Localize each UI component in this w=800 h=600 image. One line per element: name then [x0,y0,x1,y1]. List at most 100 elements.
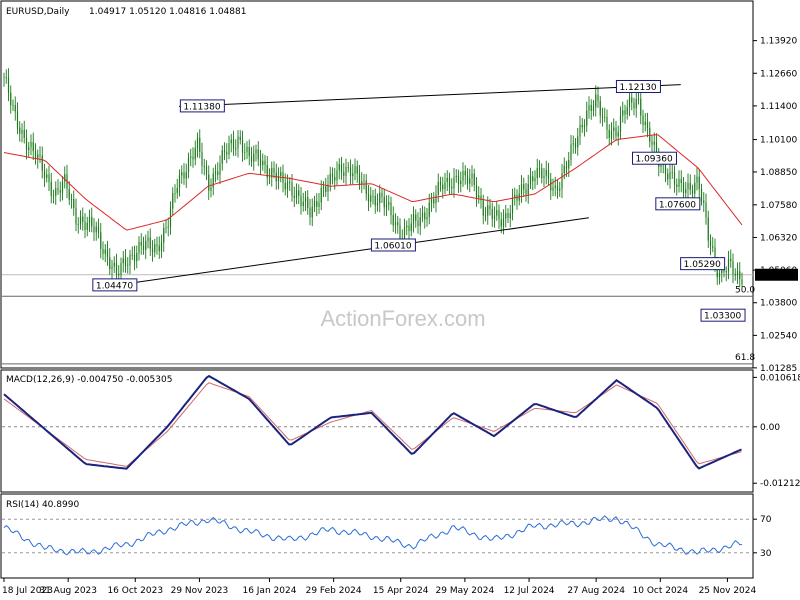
price-candle-body [732,260,734,274]
price-candle-body [408,225,410,232]
price-candle-body [410,223,412,232]
macd-main-line [3,374,742,470]
price-candle-body [480,195,482,201]
macd-signal-line [3,382,742,467]
price-annotation-label: 1.05290 [684,260,721,270]
price-candle-body [547,169,550,179]
price-candle-body [599,100,601,116]
price-candle-body [705,202,707,218]
price-candle-body [295,190,298,198]
price-candle-body [685,188,687,193]
price-candle-body [203,165,205,167]
price-candle-body [100,232,102,249]
price-candle-body [525,189,527,195]
price-candle-body [343,172,345,176]
price-candle-body [455,175,457,178]
price-candle-body [561,173,563,189]
price-candle-body [151,248,154,253]
price-candle-body [221,150,223,164]
price-candle-body [271,167,273,178]
price-candle-body [669,172,671,180]
price-candle-body [653,141,655,145]
price-candle-body [682,183,685,193]
price-candle-body [149,237,151,249]
price-annotation-label: 1.12130 [619,83,656,93]
price-annotation-box [631,151,677,165]
price-y-tick-label: 1.10100 [760,136,797,146]
x-tick-label: 12 Jul 2024 [504,586,555,596]
price-candle-body [307,197,309,209]
price-candle-body [734,273,736,276]
price-candle-body [691,189,694,194]
price-candle-body [687,182,689,189]
price-candle-body [595,94,597,108]
price-candle-body [392,215,394,226]
price-candle-body [19,127,21,134]
price-y-tick-label: 1.06320 [760,233,797,243]
rsi-title: RSI(14) 40.8990 [6,500,79,510]
price-candle-body [507,213,509,218]
price-candle-body [363,180,365,182]
price-candle-body [534,178,536,182]
price-candle-body [16,111,19,128]
price-candle-body [552,187,554,191]
price-candle-body [394,222,397,226]
price-y-tick-label: 1.03800 [760,299,797,309]
price-candle-body [142,245,145,251]
rsi-line [3,515,743,556]
price-candle-body [646,121,649,128]
price-y-tick-label: 1.07580 [760,201,797,211]
price-candle-body [568,159,570,169]
price-candle-body [214,171,217,174]
price-candle-body [559,188,561,191]
price-candle-body [192,156,194,160]
price-candle-body [352,173,354,177]
price-candle-body [372,195,374,197]
price-annotation-label: 1.09360 [635,155,672,165]
price-candle-body [50,181,52,196]
price-candle-body [388,202,390,205]
price-candle-body [615,127,617,137]
price-candle-body [111,266,113,270]
price-candle-body [109,257,111,270]
price-candle-body [318,202,320,207]
price-candle-body [356,166,358,174]
price-candle-body [298,190,300,196]
price-candle-body [181,172,183,176]
price-candle-body [264,160,266,165]
price-candle-body [210,187,212,191]
price-annotation-box [680,257,726,271]
price-candle-body [133,254,136,262]
symbol-title: EURUSD,Daily [6,7,70,17]
price-candle-body [471,173,473,179]
price-candle-body [712,246,714,248]
price-candle-body [536,168,538,179]
price-candle-body [606,117,608,130]
price-candle-body [230,139,232,144]
price-candle-body [617,132,619,137]
price-candle-body [680,179,682,184]
ohlc-values: 1.04917 1.05120 1.04816 1.04881 [89,7,246,17]
price-candle-body [520,184,523,194]
price-candle-body [626,107,628,115]
price-candle-body [239,136,241,140]
price-candle-body [140,241,142,246]
price-candle-body [127,265,129,266]
price-candle-body [226,152,228,155]
price-candle-body [385,204,388,208]
price-y-tick-label: 1.11400 [760,102,797,112]
price-candle-body [280,172,282,177]
price-candle-body [374,195,376,206]
price-candle-body [604,117,606,118]
price-candle-body [219,163,221,175]
price-candle-body [655,141,658,154]
price-candle-body [304,197,307,202]
price-candle-body [541,168,543,179]
price-candle-body [300,195,302,207]
price-candle-body [478,195,480,198]
price-candle-body [10,92,12,106]
price-candle-body [390,202,392,216]
price-candle-body [158,245,160,252]
price-candle-body [14,105,16,112]
